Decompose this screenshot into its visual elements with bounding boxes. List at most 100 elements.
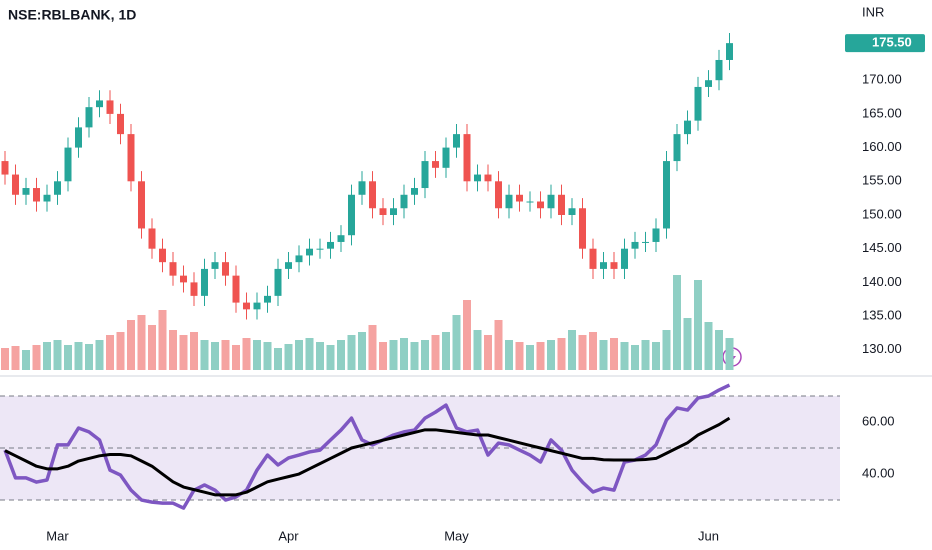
volume-bar <box>452 315 461 370</box>
candle-body <box>642 241 649 243</box>
volume-bar <box>421 340 429 370</box>
y-tick-label: 140.00 <box>862 274 902 289</box>
candle-body <box>505 194 513 209</box>
candle-body <box>243 302 250 310</box>
y-tick-label: 165.00 <box>862 105 902 120</box>
volume-bar <box>526 345 534 370</box>
volume-bar <box>232 345 240 370</box>
volume-bar <box>715 330 723 370</box>
candle-body <box>526 201 534 203</box>
candle-body <box>421 161 429 189</box>
volume-bar <box>694 280 702 370</box>
candle-body <box>400 194 408 209</box>
candle-body <box>75 127 82 148</box>
y-tick-label: 160.00 <box>862 139 902 154</box>
y-tick-label: 150.00 <box>862 206 902 221</box>
volume-bar <box>442 332 450 370</box>
y-tick-label: 40.00 <box>862 465 895 480</box>
volume-bar <box>32 345 41 370</box>
candle-body <box>568 208 576 215</box>
candle-body <box>358 181 366 195</box>
candle-body <box>138 181 145 229</box>
volume-bar <box>295 340 303 370</box>
volume-bar <box>305 338 314 370</box>
volume-bar <box>337 340 345 370</box>
volume-bar <box>515 342 524 370</box>
volume-bar <box>536 342 545 370</box>
candle-body <box>106 100 114 114</box>
volume-bar <box>463 300 471 370</box>
candle-body <box>715 59 723 81</box>
candle-body <box>589 248 597 269</box>
candle-body <box>369 181 376 209</box>
candle-body <box>1 161 9 175</box>
candle-body <box>222 262 229 276</box>
candle-body <box>211 262 219 269</box>
candle-body <box>285 262 292 269</box>
candle-body <box>411 188 418 195</box>
candle-body <box>663 161 670 229</box>
rsi-line <box>4 416 731 497</box>
candle-body <box>558 194 565 215</box>
volume-bar <box>53 340 62 370</box>
volume-bar <box>263 342 272 370</box>
candle-body <box>180 275 187 283</box>
candle-body <box>705 80 712 87</box>
volume-bar <box>578 335 587 370</box>
volume-bar <box>316 342 324 370</box>
candle-body <box>432 161 439 168</box>
candle-body <box>306 248 313 256</box>
candle-body <box>579 208 586 249</box>
volume-bar <box>74 342 83 370</box>
volume-bar <box>116 332 125 370</box>
volume-bar <box>43 342 51 370</box>
y-tick-label: 145.00 <box>862 240 902 255</box>
volume-bar <box>253 340 261 370</box>
volume-bar <box>620 342 629 370</box>
volume-bar <box>725 338 734 370</box>
volume-bar <box>400 338 408 370</box>
volume-bar <box>1 348 9 370</box>
candle-body <box>631 241 639 249</box>
volume-bar <box>106 335 114 370</box>
candle-body <box>600 262 607 269</box>
volume-bar <box>200 340 209 370</box>
volume-bar <box>631 345 639 370</box>
candle-body <box>274 268 282 296</box>
candle-body <box>169 262 177 276</box>
volume-bar <box>158 310 167 370</box>
volume-bar <box>242 338 251 370</box>
candle-body <box>348 194 355 236</box>
volume-bar <box>494 320 503 370</box>
candle-body <box>474 174 481 182</box>
volume-bar <box>557 338 566 370</box>
volume-bar <box>221 340 230 370</box>
candle-body <box>442 147 450 168</box>
candle-body <box>547 194 555 209</box>
volume-bar <box>589 332 597 370</box>
candle-body <box>621 248 628 269</box>
chart-title: NSE:RBLBANK, 1D <box>8 7 136 23</box>
candle-body <box>453 134 460 148</box>
candle-body <box>264 295 271 303</box>
volume-bar <box>358 332 366 370</box>
volume-bar <box>610 338 618 370</box>
candle-body <box>54 181 61 195</box>
candle-body <box>22 188 30 195</box>
candle-body <box>495 181 502 209</box>
candle-body <box>232 275 240 303</box>
volume-bar <box>274 348 282 370</box>
volume-bar <box>641 340 650 370</box>
volume-bar <box>190 332 198 370</box>
candle-body <box>379 208 387 215</box>
volume-bar <box>652 342 660 370</box>
candle-body <box>33 188 40 202</box>
candle-body <box>684 120 691 135</box>
candle-body <box>85 107 93 128</box>
volume-bar <box>95 340 104 370</box>
volume-bar <box>326 345 335 370</box>
volume-bar <box>547 340 555 370</box>
volume-bar <box>347 335 356 370</box>
volume-bar <box>431 335 440 370</box>
volume-bar <box>389 340 398 370</box>
